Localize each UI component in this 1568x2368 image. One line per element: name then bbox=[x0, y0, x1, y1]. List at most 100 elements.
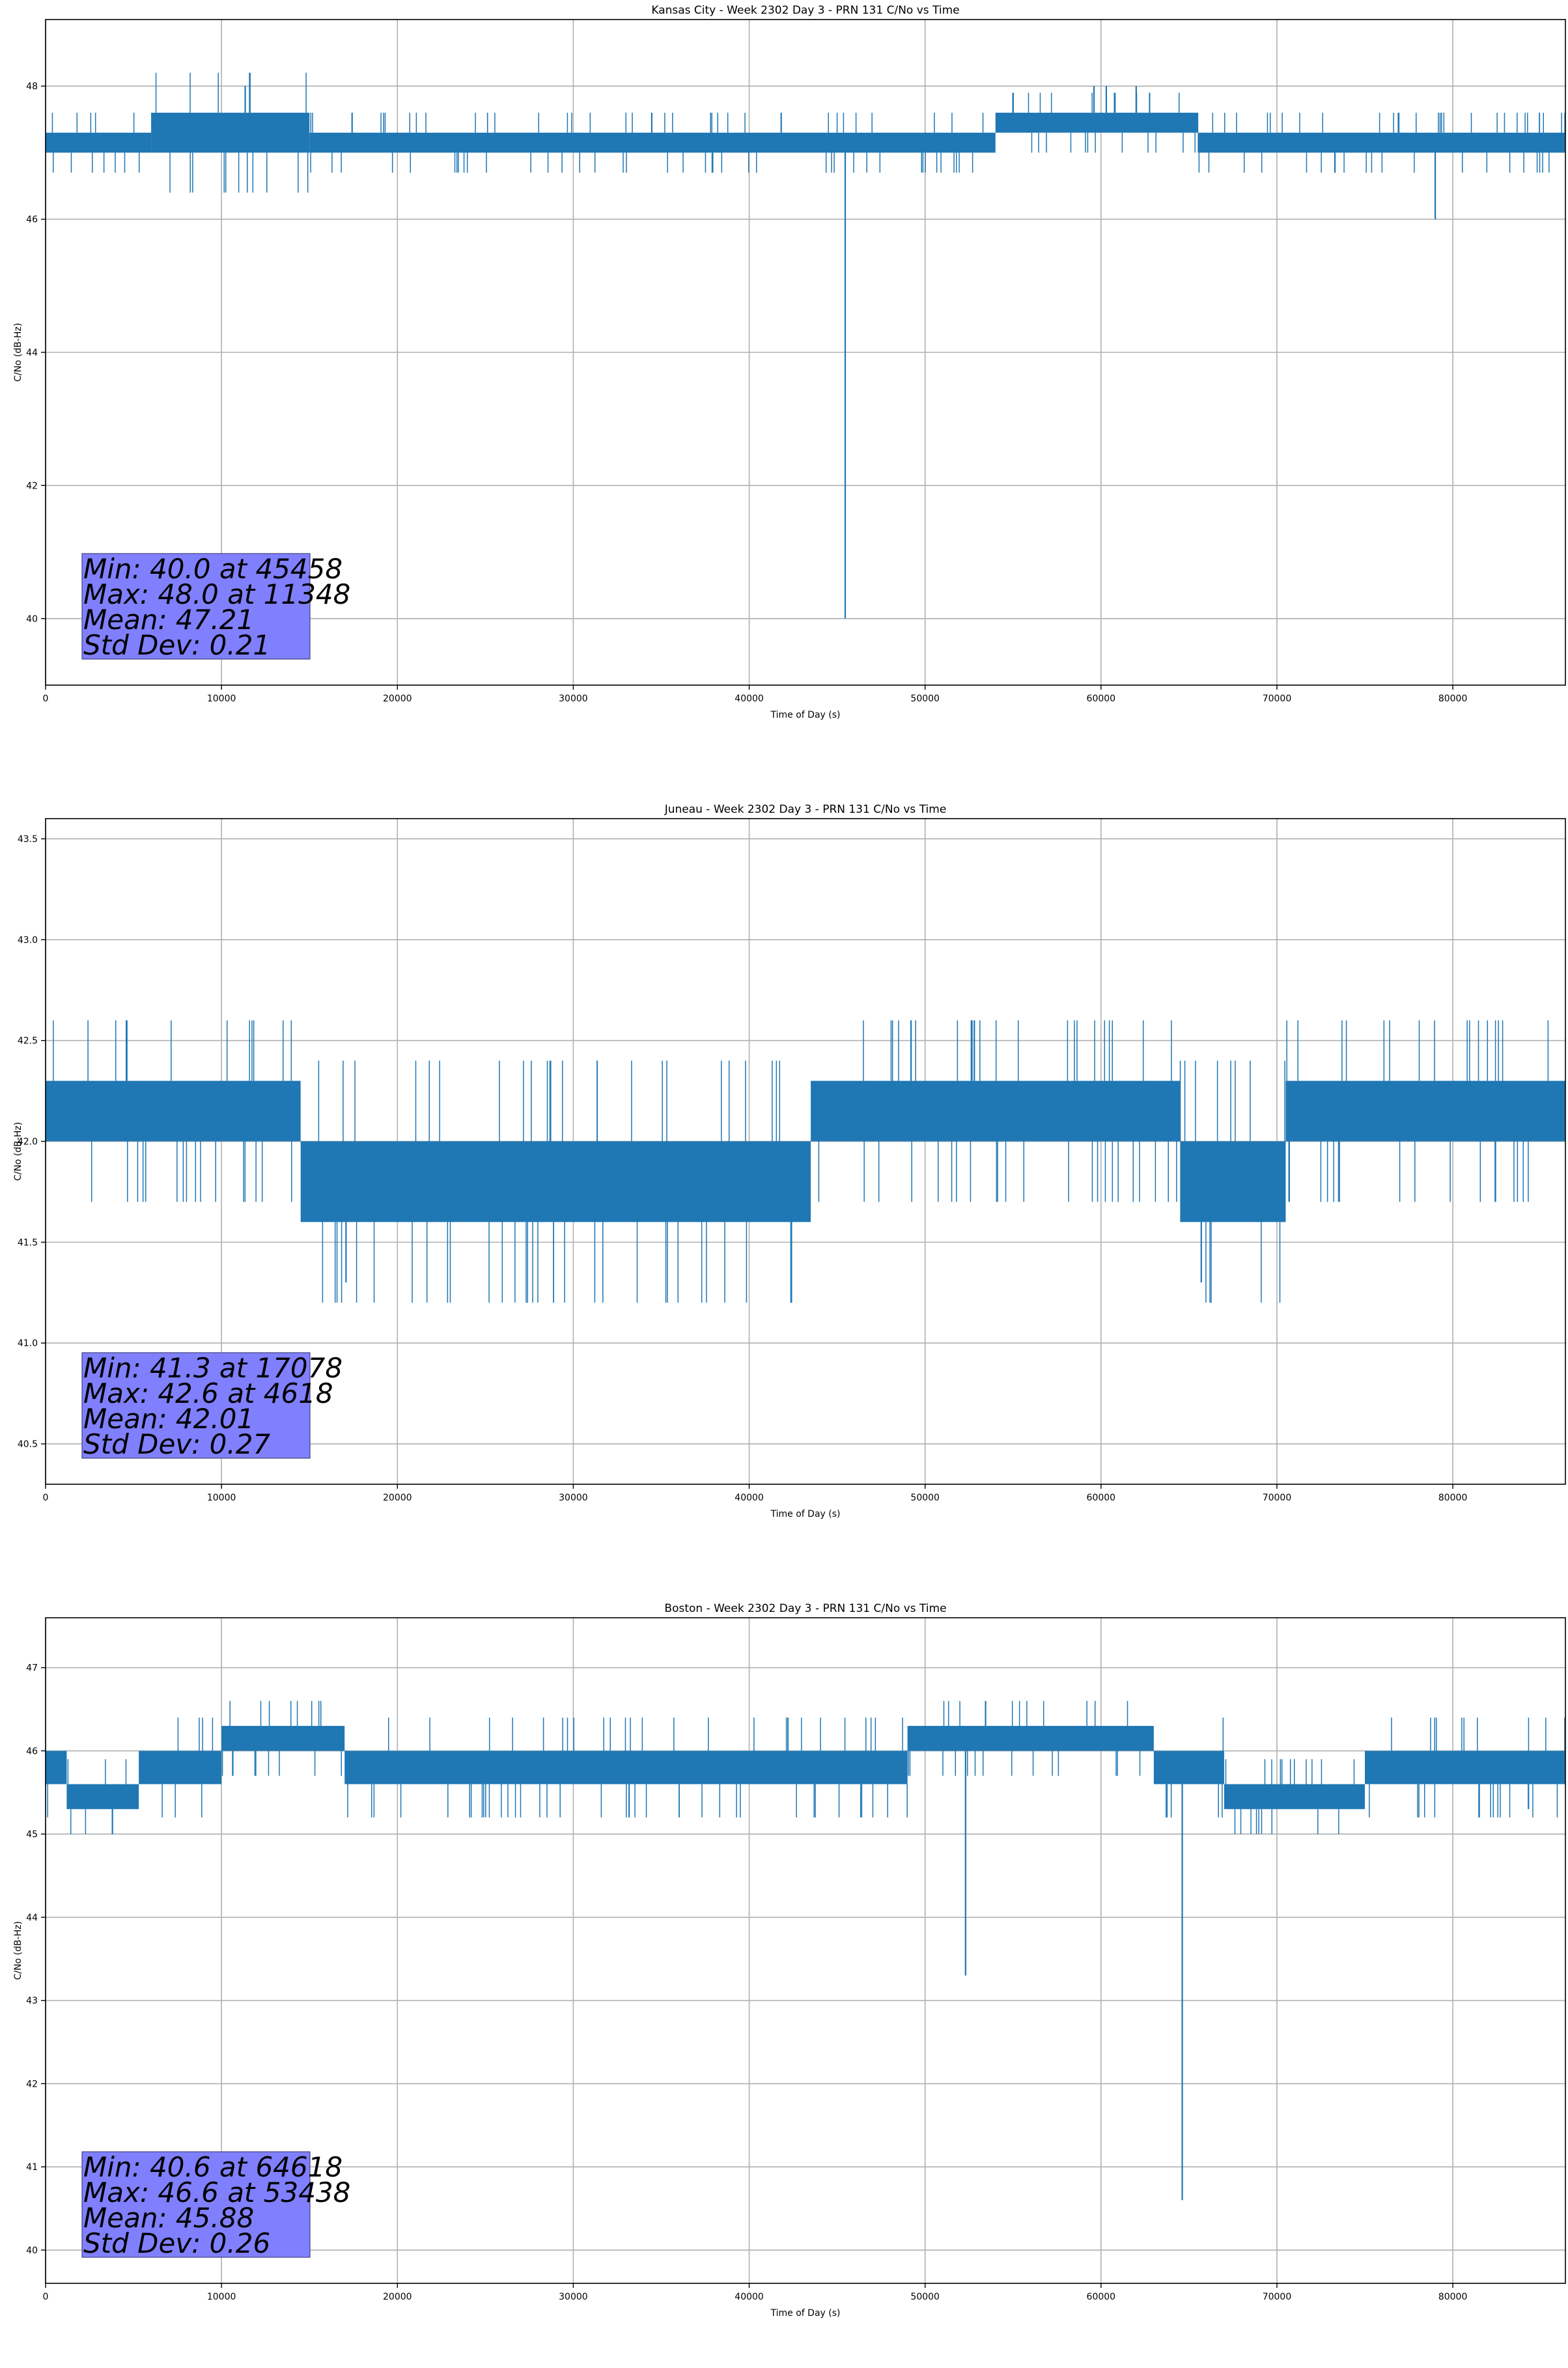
stats-line: Min: 41.3 at 17078 bbox=[83, 1352, 343, 1384]
y-tick-label: 46 bbox=[26, 215, 38, 225]
series-band bbox=[300, 1141, 811, 1222]
series-line bbox=[46, 1700, 1565, 2201]
series-band bbox=[344, 1751, 908, 1784]
x-tick-label: 70000 bbox=[1263, 2292, 1292, 2302]
chart-panel-juneau: Juneau - Week 2302 Day 3 - PRN 131 C/No … bbox=[0, 799, 1568, 1569]
stats-line: Mean: 45.88 bbox=[83, 2202, 254, 2234]
x-tick-label: 80000 bbox=[1438, 1493, 1468, 1503]
x-tick-label: 30000 bbox=[559, 1493, 588, 1503]
x-axis-label: Time of Day (s) bbox=[770, 1509, 841, 1519]
series-band bbox=[151, 113, 310, 153]
series-line bbox=[46, 72, 1565, 619]
y-tick-label: 43.0 bbox=[18, 935, 38, 946]
stats-box-background bbox=[81, 553, 311, 660]
chart-juneau: Juneau - Week 2302 Day 3 - PRN 131 C/No … bbox=[13, 803, 1566, 1519]
stats-line: Min: 40.6 at 64618 bbox=[83, 2151, 343, 2183]
stats-line: Max: 46.6 at 53438 bbox=[83, 2177, 350, 2208]
y-tick-label: 46 bbox=[26, 1746, 38, 1756]
y-tick-label: 41.0 bbox=[18, 1338, 38, 1349]
y-tick-label: 40 bbox=[26, 2246, 38, 2256]
y-axis-label: C/No (dB-Hz) bbox=[13, 323, 23, 382]
x-tick-label: 60000 bbox=[1087, 694, 1116, 704]
x-tick-label: 20000 bbox=[383, 1493, 412, 1503]
y-tick-label: 43.5 bbox=[18, 834, 38, 845]
x-tick-label: 30000 bbox=[559, 694, 588, 704]
series-band bbox=[811, 1080, 1181, 1142]
stats-box-background bbox=[81, 1352, 311, 1459]
x-axis-label: Time of Day (s) bbox=[770, 2308, 841, 2319]
chart-title: Kansas City - Week 2302 Day 3 - PRN 131 … bbox=[651, 4, 959, 17]
series-band bbox=[309, 132, 996, 153]
x-tick-label: 40000 bbox=[735, 694, 764, 704]
x-tick-label: 0 bbox=[43, 1493, 49, 1503]
series-line bbox=[46, 1020, 1565, 1303]
x-tick-label: 40000 bbox=[735, 1493, 764, 1503]
y-axis-label: C/No (dB-Hz) bbox=[13, 1122, 23, 1181]
x-tick-label: 0 bbox=[43, 2292, 49, 2302]
chart-kansas-city: Kansas City - Week 2302 Day 3 - PRN 131 … bbox=[13, 4, 1566, 720]
x-axis-label: Time of Day (s) bbox=[770, 710, 841, 720]
x-tick-label: 70000 bbox=[1263, 1493, 1292, 1503]
y-tick-label: 41 bbox=[26, 2162, 38, 2173]
series-band bbox=[66, 1784, 139, 1809]
x-tick-label: 50000 bbox=[910, 694, 940, 704]
stats-line: Min: 40.0 at 45458 bbox=[83, 553, 343, 585]
series-band bbox=[46, 1751, 67, 1784]
plot-frame bbox=[45, 818, 1566, 1485]
x-tick-label: 70000 bbox=[1263, 694, 1292, 704]
stats-line: Max: 48.0 at 11348 bbox=[83, 578, 350, 610]
series-band bbox=[1197, 132, 1565, 153]
series-band bbox=[1285, 1080, 1565, 1142]
y-tick-label: 48 bbox=[26, 81, 38, 92]
series-band bbox=[46, 1080, 301, 1142]
y-tick-label: 43 bbox=[26, 1996, 38, 2007]
y-tick-label: 40.5 bbox=[18, 1439, 38, 1450]
stats-line: Mean: 42.01 bbox=[83, 1403, 254, 1435]
plot-frame bbox=[45, 1617, 1566, 2284]
y-tick-label: 42.5 bbox=[18, 1036, 38, 1047]
x-tick-label: 0 bbox=[43, 694, 49, 704]
x-tick-label: 80000 bbox=[1438, 2292, 1468, 2302]
grid bbox=[45, 20, 1565, 685]
y-tick-label: 42 bbox=[26, 2079, 38, 2089]
x-tick-label: 50000 bbox=[910, 1493, 940, 1503]
x-tick-label: 10000 bbox=[207, 694, 236, 704]
x-tick-label: 80000 bbox=[1438, 694, 1468, 704]
x-tick-label: 20000 bbox=[383, 2292, 412, 2302]
stats-box-background bbox=[81, 2151, 311, 2258]
series-band bbox=[1224, 1784, 1365, 1809]
x-tick-label: 10000 bbox=[207, 2292, 236, 2302]
stats-line: Std Dev: 0.21 bbox=[83, 629, 270, 661]
stats-line: Std Dev: 0.26 bbox=[83, 2227, 270, 2259]
y-tick-label: 44 bbox=[26, 348, 38, 358]
series-band bbox=[1153, 1751, 1224, 1784]
y-tick-label: 47 bbox=[26, 1663, 38, 1674]
x-tick-label: 60000 bbox=[1087, 1493, 1116, 1503]
series-band bbox=[907, 1726, 1154, 1751]
series-band bbox=[46, 132, 152, 153]
x-tick-label: 30000 bbox=[559, 2292, 588, 2302]
series-band bbox=[995, 113, 1198, 133]
stats-line: Max: 42.6 at 4618 bbox=[83, 1377, 333, 1409]
y-tick-label: 41.5 bbox=[18, 1237, 38, 1248]
stats-line: Std Dev: 0.27 bbox=[83, 1428, 270, 1460]
stats-line: Mean: 47.21 bbox=[83, 604, 254, 636]
series-band bbox=[221, 1726, 345, 1751]
chart-title: Juneau - Week 2302 Day 3 - PRN 131 C/No … bbox=[664, 803, 947, 816]
y-tick-label: 42 bbox=[26, 481, 38, 491]
y-tick-label: 42.0 bbox=[18, 1137, 38, 1148]
y-tick-label: 45 bbox=[26, 1829, 38, 1840]
y-tick-label: 44 bbox=[26, 1913, 38, 1923]
x-tick-label: 10000 bbox=[207, 1493, 236, 1503]
chart-boston: Boston - Week 2302 Day 3 - PRN 131 C/No … bbox=[13, 1602, 1566, 2319]
x-tick-label: 50000 bbox=[910, 2292, 940, 2302]
x-tick-label: 60000 bbox=[1087, 2292, 1116, 2302]
y-tick-label: 40 bbox=[26, 614, 38, 625]
chart-panel-boston: Boston - Week 2302 Day 3 - PRN 131 C/No … bbox=[0, 1598, 1568, 2368]
series-band bbox=[139, 1751, 222, 1784]
chart-panel-kansas-city: Kansas City - Week 2302 Day 3 - PRN 131 … bbox=[0, 0, 1568, 770]
chart-title: Boston - Week 2302 Day 3 - PRN 131 C/No … bbox=[664, 1602, 946, 1615]
x-tick-label: 20000 bbox=[383, 694, 412, 704]
